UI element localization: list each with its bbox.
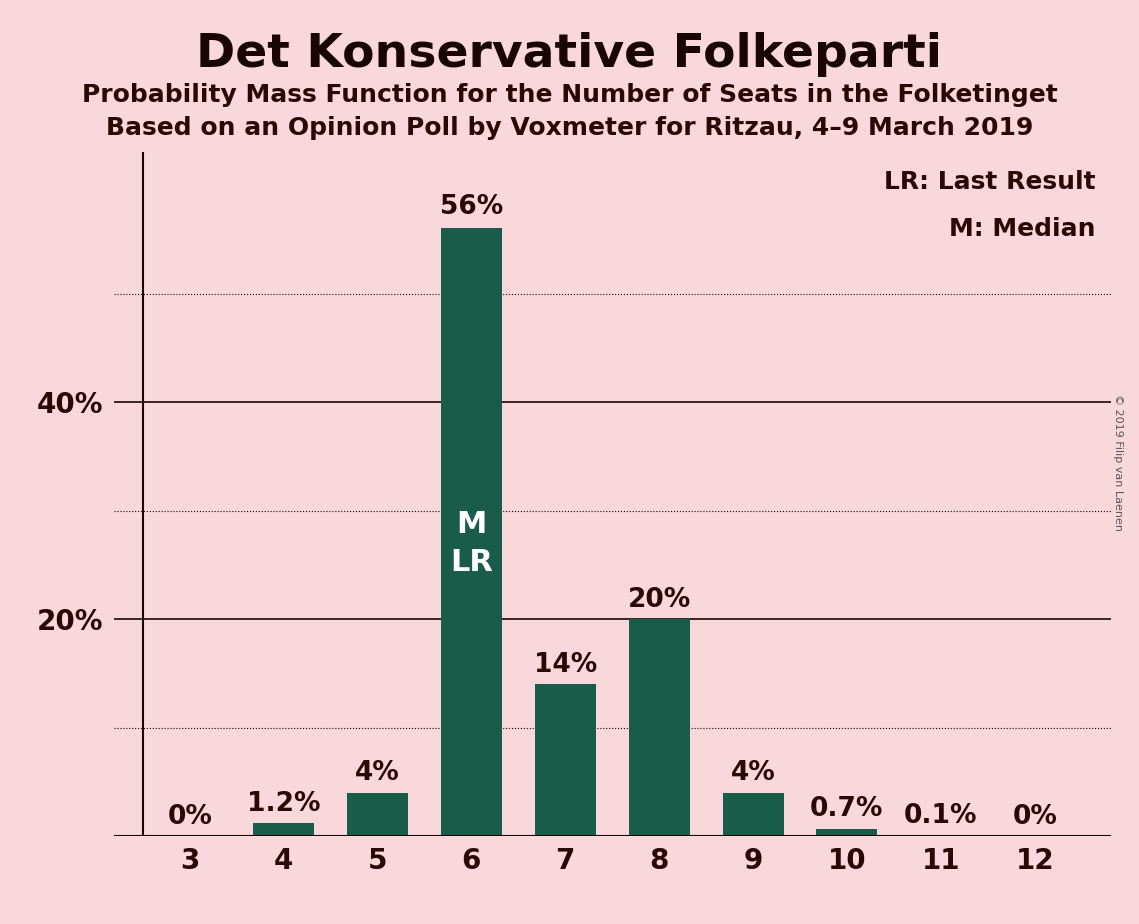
Text: Det Konservative Folkeparti: Det Konservative Folkeparti	[197, 32, 942, 78]
Text: © 2019 Filip van Laenen: © 2019 Filip van Laenen	[1114, 394, 1123, 530]
Text: 20%: 20%	[628, 587, 690, 613]
Bar	[629, 619, 690, 836]
Text: 4%: 4%	[731, 760, 776, 786]
Text: 0.1%: 0.1%	[904, 803, 977, 829]
Text: 0%: 0%	[167, 804, 212, 830]
Bar	[253, 823, 314, 836]
Text: Based on an Opinion Poll by Voxmeter for Ritzau, 4–9 March 2019: Based on an Opinion Poll by Voxmeter for…	[106, 116, 1033, 140]
Text: 1.2%: 1.2%	[247, 791, 320, 817]
Text: M
LR: M LR	[450, 509, 493, 577]
Bar	[347, 793, 408, 836]
Bar	[722, 793, 784, 836]
Bar	[910, 835, 972, 836]
Text: 4%: 4%	[355, 760, 400, 786]
Text: M: Median: M: Median	[949, 217, 1096, 241]
Text: Probability Mass Function for the Number of Seats in the Folketinget: Probability Mass Function for the Number…	[82, 83, 1057, 107]
Text: 14%: 14%	[534, 651, 597, 678]
Text: 0%: 0%	[1013, 804, 1057, 830]
Text: LR: Last Result: LR: Last Result	[884, 170, 1096, 193]
Text: 0.7%: 0.7%	[810, 796, 884, 822]
Bar	[817, 829, 877, 836]
Bar	[534, 685, 596, 836]
Bar	[441, 228, 502, 836]
Text: 56%: 56%	[440, 194, 503, 220]
